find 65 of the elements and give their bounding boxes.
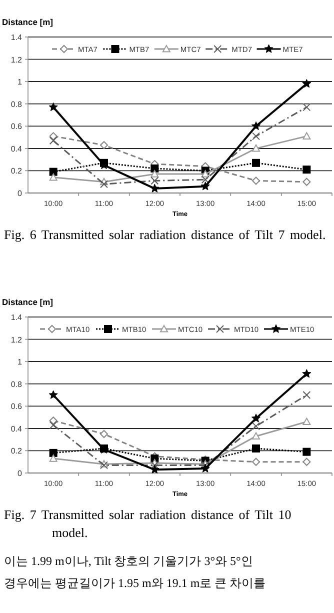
caption: Fig. 7 Transmitted solar radiation distance of Tilt 10 model. [3,506,292,542]
point [251,121,261,130]
y-tick-label: 0 [18,469,23,478]
point [302,369,312,378]
point [150,176,159,185]
point [49,416,58,425]
point [302,178,311,186]
point [49,421,58,430]
point [252,144,260,152]
point [252,176,260,185]
point [252,422,260,430]
y-tick-label: 1.2 [10,335,23,344]
point [49,168,58,176]
point [48,102,58,112]
point [302,391,311,399]
point [252,132,260,140]
point [49,136,58,145]
y-tick-label: 0.4 [10,424,23,434]
caption: Fig. 6 Transmitted solar radiation distance of Tilt 7 model. [3,226,327,244]
y-tick-label: 0.2 [10,446,23,456]
point [49,454,58,462]
y-tick-label: 0.8 [10,380,23,389]
point [201,170,210,178]
point [302,132,311,140]
point [252,458,260,466]
y-tick-label: 1.2 [10,55,23,64]
point [200,464,210,472]
y-tick-label: 0 [18,189,23,198]
point [251,414,261,422]
point [49,448,58,457]
y-tick-label: 1 [18,78,23,87]
point [100,430,108,438]
point [302,448,311,456]
point [150,184,160,192]
point [201,176,210,184]
point [252,444,260,452]
text: 경우에는 평균길이가 1.95 m와 19.1 m로 큰 차이를 [3,575,267,592]
point [302,79,312,88]
y-tick-label: 1.4 [10,33,23,42]
point [302,166,311,174]
point [252,432,260,440]
point [49,173,58,181]
point [302,418,311,426]
y-tick-label: 0.6 [10,122,23,132]
y-tick-label: 0.8 [10,100,23,109]
point [150,164,159,172]
y-tick-label: 0.6 [10,402,23,412]
point [100,180,108,188]
y-axis-title: Distance [m] [2,297,54,307]
point [100,141,108,150]
point [302,458,311,466]
point [200,182,210,190]
point [150,461,159,470]
point [252,158,260,167]
point [49,132,58,140]
y-tick-label: 1 [18,358,23,367]
y-tick-label: 1.4 [10,313,23,322]
point [48,390,58,399]
y-tick-label: 0.4 [10,144,23,154]
point [150,170,159,178]
y-tick-label: 0.2 [10,166,23,176]
point [302,103,311,112]
point [150,464,160,474]
y-axis-title: Distance [m] [2,17,54,27]
text: 이는 1.99 m이나, Tilt 창호의 기울기가 3°와 5°인 [3,553,254,570]
